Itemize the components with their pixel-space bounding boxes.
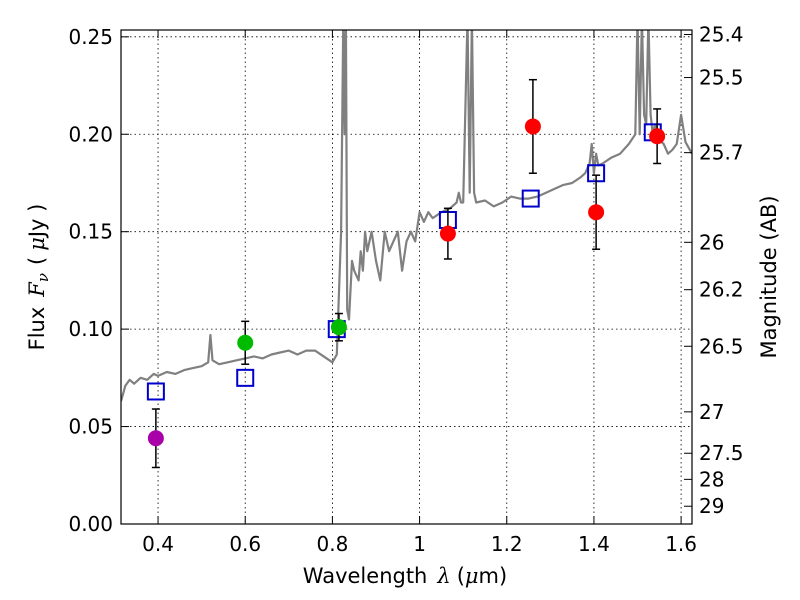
- observed-point: [439, 225, 456, 242]
- x-tick-label: 1: [413, 532, 426, 556]
- axis-labels: Wavelength λ (μm) FluxFν(μJy ) Magnitude (…: [25, 195, 781, 588]
- model-point: [146, 382, 165, 401]
- plot-frame: [120, 29, 693, 525]
- mag-tick-label: 29: [699, 494, 724, 518]
- model-point: [236, 368, 255, 387]
- observed-point: [649, 128, 666, 145]
- observed-point: [330, 319, 347, 336]
- y-axis-label: FluxFν(μJy ): [25, 204, 52, 351]
- mag-tick-label: 25.7: [699, 141, 744, 165]
- spectrum-line: [121, 30, 692, 402]
- y-tick-label: 0.15: [68, 220, 113, 244]
- x-tick-label: 1.2: [491, 532, 523, 556]
- x-tick-label: 1.6: [665, 532, 697, 556]
- y-tick-label: 0.00: [68, 512, 113, 536]
- x-tick-label: 0.4: [142, 532, 174, 556]
- model-point: [521, 189, 540, 208]
- x-tick-label: 0.6: [229, 532, 261, 556]
- mag-tick-label: 26.2: [699, 278, 744, 302]
- x-tick-label: 0.8: [316, 532, 348, 556]
- observed-point: [237, 334, 254, 351]
- grid-lines: [121, 30, 692, 525]
- mag-tick-label: 27: [699, 400, 724, 424]
- observed-point: [524, 118, 541, 135]
- spectrum-series: [121, 30, 692, 402]
- observed-point: [147, 430, 164, 447]
- y2-axis-label: Magnitude (AB): [757, 195, 781, 358]
- y-tick-label: 0.05: [68, 415, 113, 439]
- observed-points-series: [147, 78, 666, 469]
- axes: 0.4 0.6 0.8 1 1.2 1.4 1.6 0.00 0.05 0.10 0.15 0.20 0…: [68, 22, 743, 556]
- observed-point: [588, 204, 605, 221]
- y-tick-label: 0.25: [68, 25, 113, 49]
- mag-tick-label: 26: [699, 230, 724, 254]
- y-tick-label: 0.20: [68, 122, 113, 146]
- x-axis-label: Wavelength λ (μm): [303, 564, 507, 588]
- mag-tick-label: 27.5: [699, 441, 744, 465]
- mag-tick-label: 25.5: [699, 66, 744, 90]
- mag-tick-label: 26.5: [699, 334, 744, 358]
- mag-tick-label: 25.4: [699, 22, 744, 46]
- mag-tick-label: 28: [699, 467, 724, 491]
- y-tick-label: 0.10: [68, 317, 113, 341]
- x-tick-label: 1.4: [578, 532, 610, 556]
